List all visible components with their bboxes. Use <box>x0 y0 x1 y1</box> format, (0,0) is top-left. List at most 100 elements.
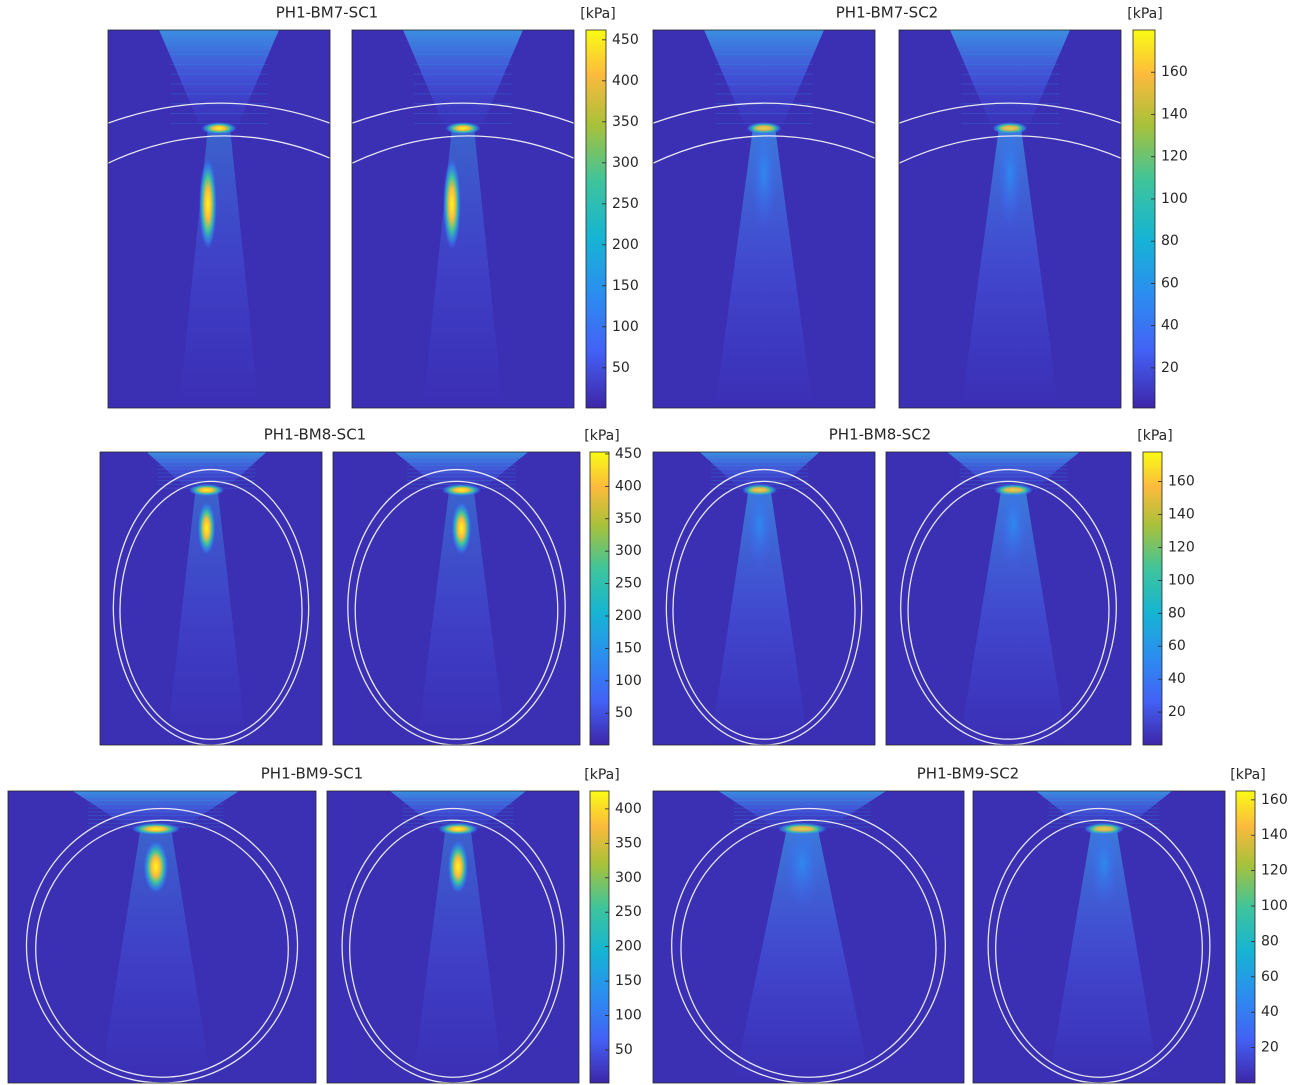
beam <box>166 490 247 745</box>
colorbar-tick-label: 160 <box>1261 792 1288 808</box>
focus <box>998 481 1029 570</box>
skull-hotspot <box>201 122 237 135</box>
beam <box>733 828 871 1083</box>
panel-frame <box>326 790 580 1084</box>
field-panel <box>973 791 1225 1083</box>
beam <box>961 128 1059 408</box>
skull-outer <box>341 807 565 1083</box>
skull-hotspot <box>437 822 479 835</box>
colorbar-tick-label: 350 <box>615 835 642 851</box>
focus <box>199 158 217 250</box>
focus <box>143 840 169 894</box>
colorbar-tick-label: 40 <box>1261 1004 1279 1020</box>
skull-inner <box>907 480 1110 740</box>
near-field <box>718 791 887 829</box>
colorbar-tick-label: 140 <box>1261 827 1288 843</box>
panel-frame <box>99 451 323 746</box>
field-panel <box>653 452 875 745</box>
beam <box>1048 828 1160 1083</box>
focus <box>1088 820 1120 908</box>
skull-inner <box>995 819 1203 1078</box>
colorbar-tick-label: 200 <box>615 939 642 955</box>
skull-inner <box>653 135 875 164</box>
panel-title: PH1-BM9-SC2 <box>917 765 1019 783</box>
colorbar-tick-label: 120 <box>1161 149 1188 165</box>
beam <box>100 828 212 1083</box>
colorbar-tick-label: 450 <box>612 32 639 48</box>
skull-outer <box>352 102 574 124</box>
skull-outer <box>671 807 946 1083</box>
skull-inner <box>672 480 856 740</box>
colorbar-tick-label: 140 <box>1168 507 1195 523</box>
skull-inner <box>35 819 289 1078</box>
focus <box>746 481 773 570</box>
colorbar <box>1132 29 1156 409</box>
beam <box>412 828 504 1083</box>
field-panel <box>653 791 964 1083</box>
skull-inner <box>352 135 574 164</box>
colorbar-tick-label: 300 <box>615 543 642 559</box>
colorbar-tick-label: 150 <box>615 973 642 989</box>
field-panel <box>108 30 330 408</box>
field-panel <box>100 452 322 745</box>
colorbar-unit: [kPa] <box>584 767 619 783</box>
colorbar-tick-label: 40 <box>1168 671 1186 687</box>
colorbar-tick-label: 50 <box>615 1042 633 1058</box>
colorbar-tick-label: 350 <box>612 114 639 130</box>
skull-outer <box>108 102 330 124</box>
panel-frame <box>652 29 876 409</box>
colorbar-tick-label: 200 <box>612 237 639 253</box>
near-field <box>947 452 1080 491</box>
panel-frame <box>885 451 1132 746</box>
colorbar-tick-label: 150 <box>612 278 639 294</box>
panel-frame <box>898 29 1122 409</box>
colorbar-tick-label: 80 <box>1168 605 1186 621</box>
colorbar-tick-label: 20 <box>1168 704 1186 720</box>
colorbar-unit: [kPa] <box>1230 767 1265 783</box>
skull-hotspot <box>131 822 181 835</box>
colorbar-tick-label: 160 <box>1161 64 1188 80</box>
beam <box>715 128 813 408</box>
focus <box>996 116 1024 231</box>
panel-frame <box>107 29 331 409</box>
panel-frame <box>972 790 1226 1084</box>
skull-outer <box>987 807 1211 1083</box>
colorbar-tick-label: 300 <box>612 155 639 171</box>
panel-frame <box>351 29 575 409</box>
skull-inner <box>354 480 559 740</box>
focus <box>451 501 472 555</box>
colorbar-tick-label: 100 <box>612 319 639 335</box>
near-field <box>704 30 824 129</box>
panel-title: PH1-BM7-SC1 <box>276 4 378 22</box>
colorbar-tick-label: 50 <box>612 360 630 376</box>
beam <box>416 490 506 745</box>
colorbar-tick-label: 60 <box>1168 638 1186 654</box>
colorbar-tick-label: 80 <box>1161 233 1179 249</box>
panel-frame <box>652 451 876 746</box>
colorbar-tick-label: 150 <box>615 640 642 656</box>
field-panel <box>352 30 574 408</box>
panel-title: PH1-BM7-SC2 <box>836 4 938 22</box>
colorbar-tick-label: 200 <box>615 608 642 624</box>
colorbar-tick-label: 50 <box>615 705 633 721</box>
near-field <box>403 30 523 129</box>
colorbar-unit: [kPa] <box>580 6 615 22</box>
colorbar-tick-label: 300 <box>615 870 642 886</box>
field-panel <box>327 791 579 1083</box>
panel-frame <box>652 790 965 1084</box>
colorbar-unit: [kPa] <box>1137 428 1172 444</box>
colorbar-tick-label: 160 <box>1168 474 1195 490</box>
colorbar-tick-label: 100 <box>1168 572 1195 588</box>
colorbar-tick-label: 120 <box>1261 863 1288 879</box>
colorbar <box>1142 451 1163 746</box>
colorbar-tick-label: 100 <box>615 673 642 689</box>
colorbar <box>585 29 607 409</box>
colorbar <box>589 451 610 746</box>
skull-inner <box>349 819 557 1078</box>
colorbar-tick-label: 60 <box>1161 275 1179 291</box>
colorbar-tick-label: 120 <box>1168 539 1195 555</box>
beam <box>179 128 259 408</box>
skull-outer <box>899 102 1121 124</box>
near-field <box>394 452 529 491</box>
